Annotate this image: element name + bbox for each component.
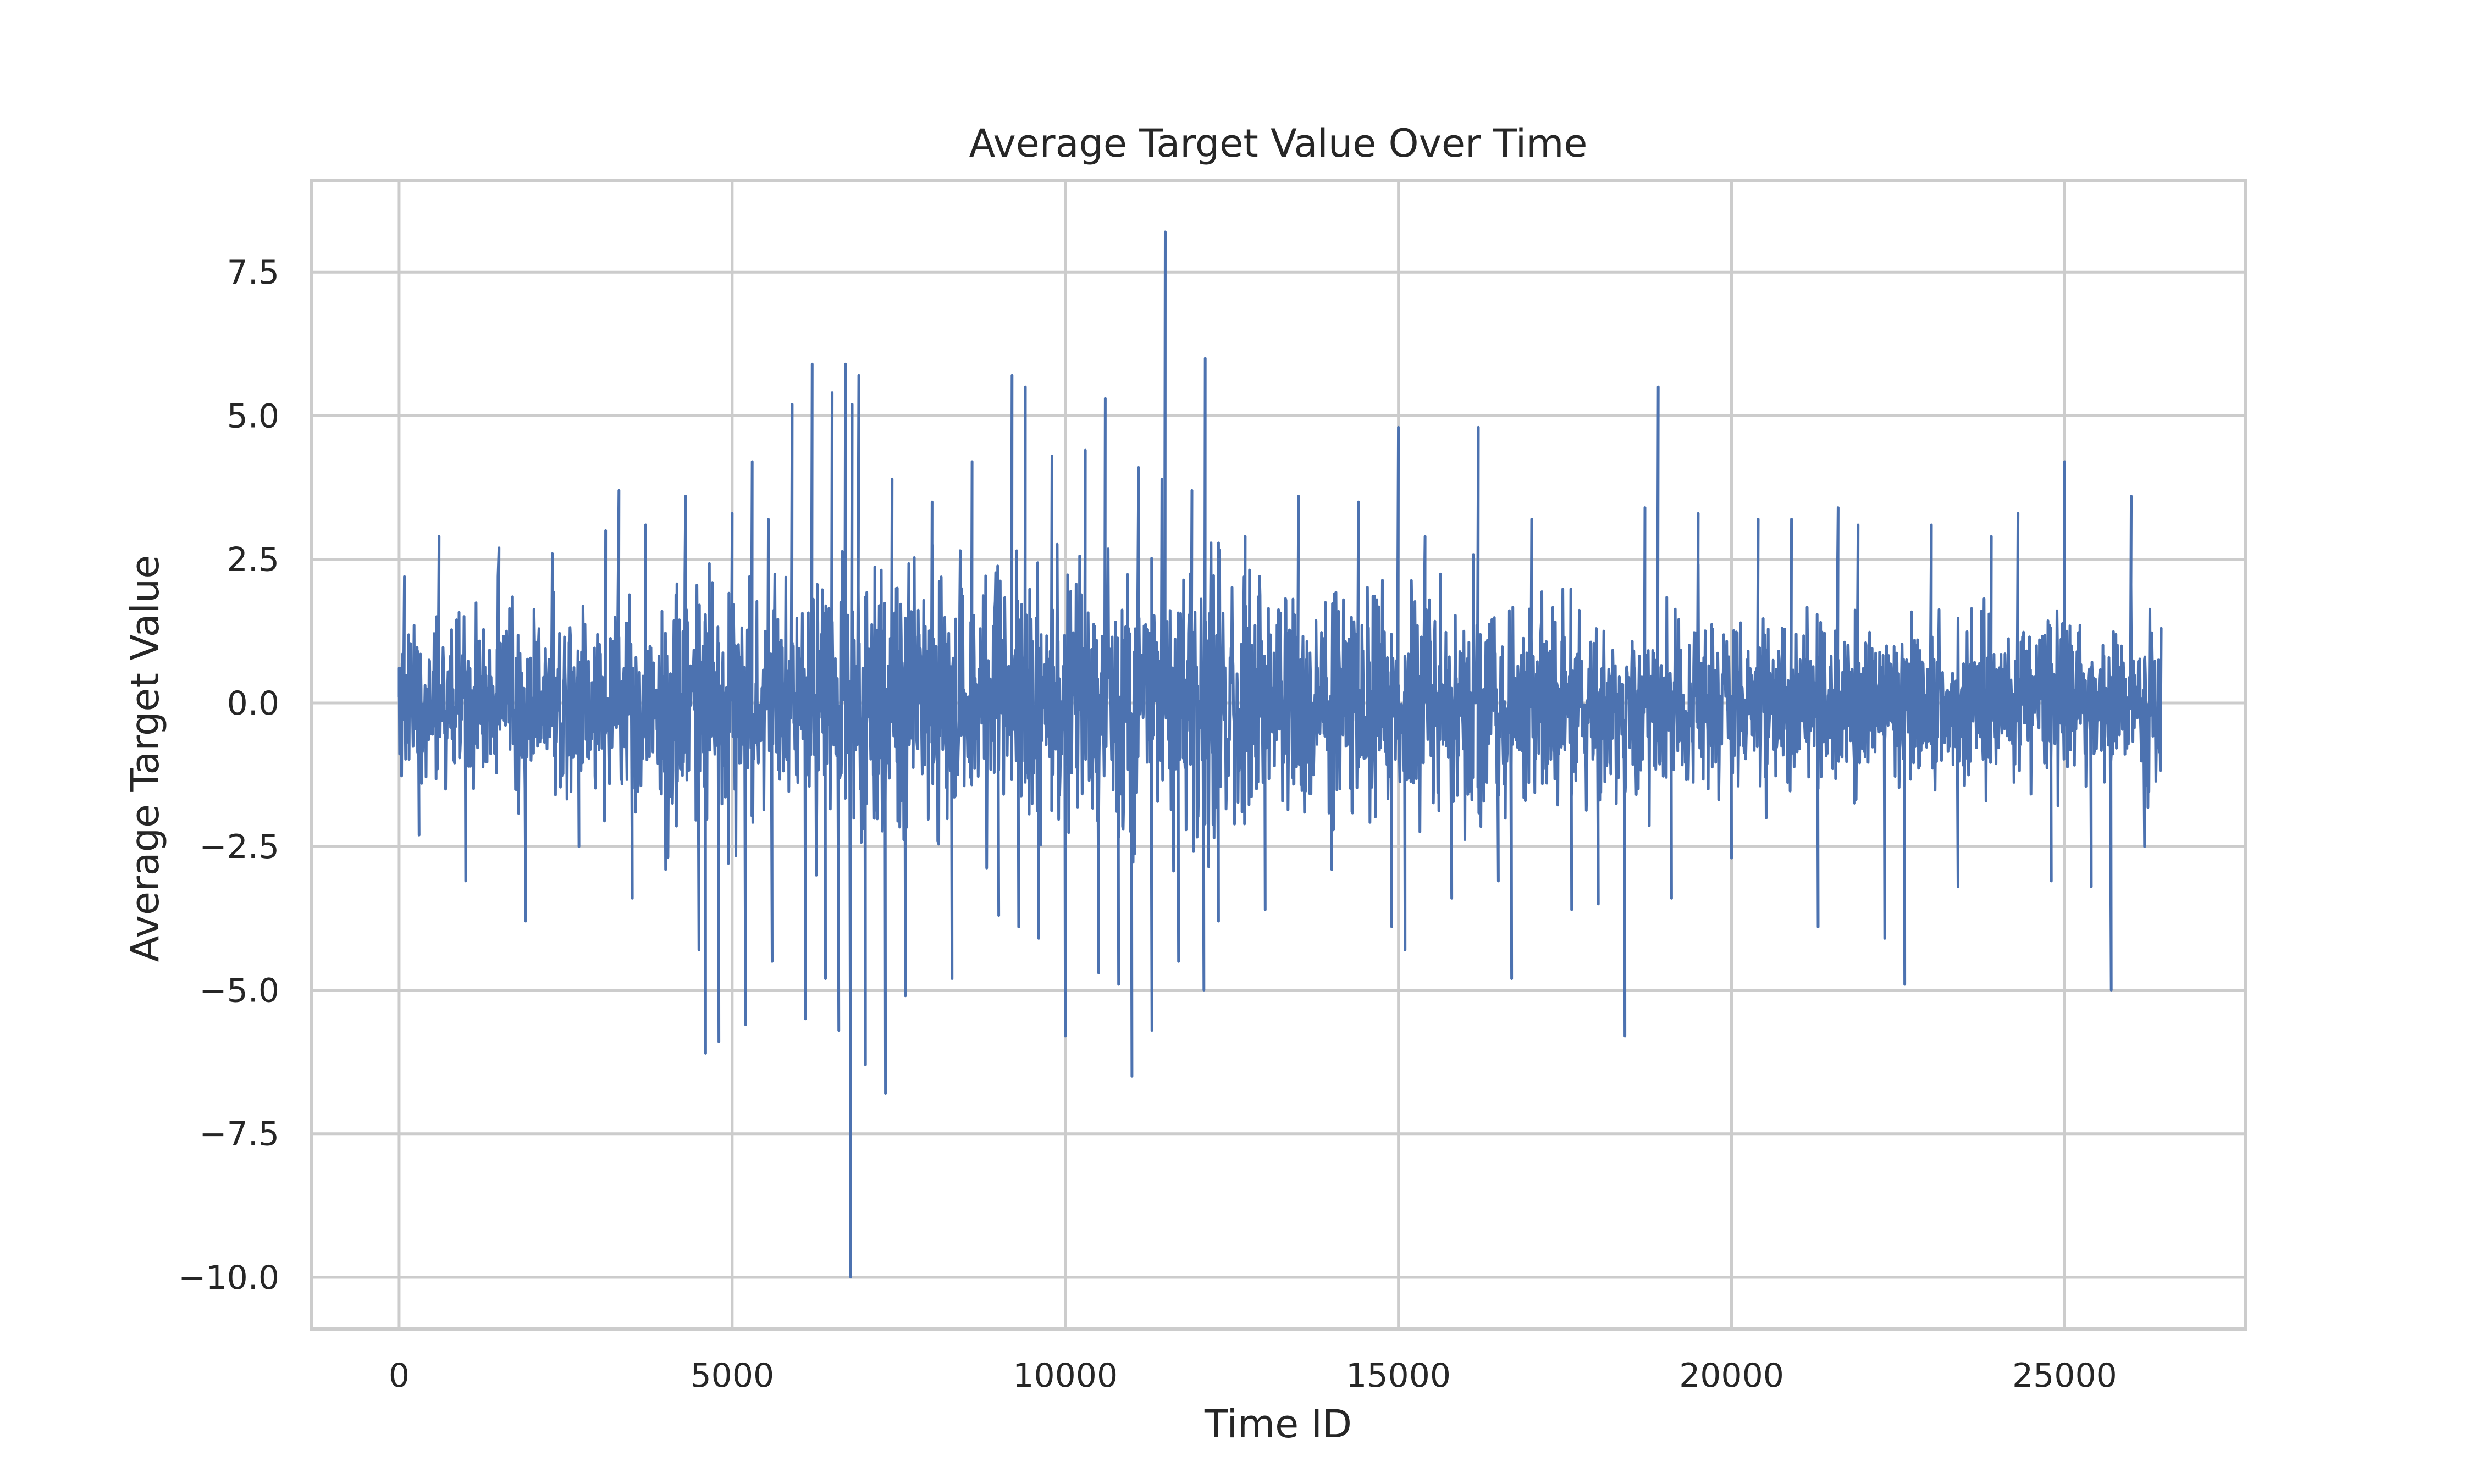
series-line bbox=[397, 230, 2163, 1279]
y-tick-label: −7.5 bbox=[199, 1115, 279, 1154]
y-tick-label: −10.0 bbox=[178, 1259, 279, 1297]
x-tick-label: 15000 bbox=[1346, 1356, 1451, 1395]
chart-title: Average Target Value Over Time bbox=[969, 121, 1588, 166]
y-tick-label: 7.5 bbox=[227, 253, 279, 292]
x-tick-label: 25000 bbox=[2012, 1356, 2117, 1395]
y-axis-label: Average Target Value bbox=[123, 555, 168, 962]
y-tick-label: 0.0 bbox=[227, 684, 279, 723]
tick-labels: 0 5000 10000 15000 20000 25000 7.5 5.0 2.5 0.0 −2.… bbox=[178, 253, 2117, 1395]
y-tick-label: −5.0 bbox=[199, 971, 279, 1010]
x-axis-label: Time ID bbox=[1204, 1402, 1352, 1447]
x-tick-label: 5000 bbox=[690, 1356, 774, 1395]
y-tick-label: −2.5 bbox=[199, 828, 279, 866]
x-tick-label: 0 bbox=[389, 1356, 410, 1395]
y-tick-label: 2.5 bbox=[227, 541, 279, 579]
grid-lines bbox=[311, 180, 2246, 1329]
x-tick-label: 10000 bbox=[1013, 1356, 1118, 1395]
series-layer bbox=[397, 230, 2163, 1279]
y-tick-label: 5.0 bbox=[227, 397, 279, 435]
x-tick-label: 20000 bbox=[1679, 1356, 1784, 1395]
plot-frame bbox=[310, 179, 2247, 1331]
